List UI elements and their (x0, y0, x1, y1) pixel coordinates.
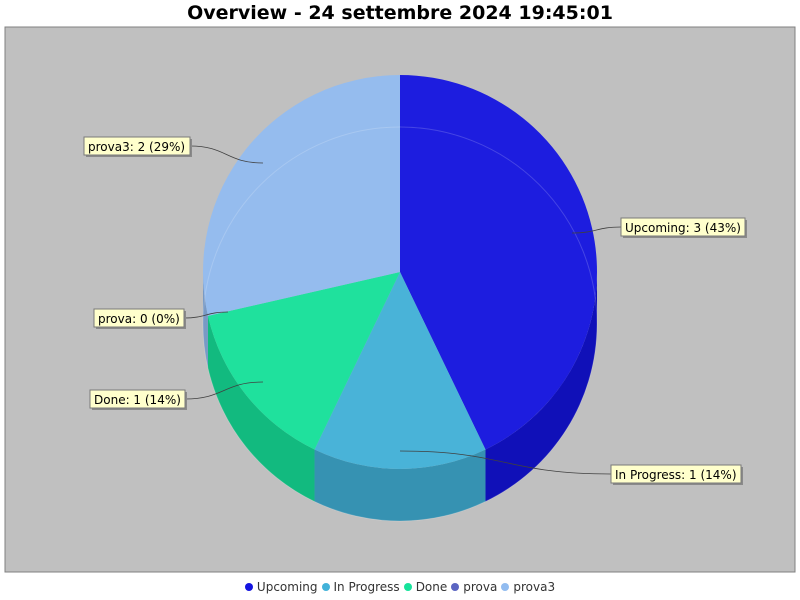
slice-label-box-upcoming (620, 217, 746, 237)
legend-swatch-upcoming (244, 583, 253, 591)
slice-label-text-prova: prova: 0 (0%) (98, 312, 180, 326)
legend-swatch-prova (451, 583, 460, 591)
slice-label-text-upcoming: Upcoming: 3 (43%) (625, 221, 741, 235)
slice-labels-group: Upcoming: 3 (43%) In Progress: 1 (14%) Don… (83, 136, 747, 485)
slice-label-box-prova3 (83, 136, 191, 156)
legend-item-prova3: prova3 (501, 580, 555, 594)
pie-slice-prova3 (203, 75, 400, 316)
pie-side-prova3 (203, 272, 208, 368)
slice-label-prova: prova: 0 (0%) (93, 308, 186, 329)
pie-side-in-progress (314, 449, 486, 521)
legend-item-in-progress: In Progress (321, 580, 400, 594)
pie-slice-upcoming (400, 75, 598, 450)
legend: Upcoming In Progress Done prova prova3 (0, 580, 800, 594)
slice-label-text-in-progress: In Progress: 1 (14%) (615, 468, 737, 482)
legend-swatch-done (403, 583, 412, 591)
pie-side-group (203, 272, 597, 521)
pie-side-upcoming (485, 272, 597, 502)
slice-label-text-prova3: prova3: 2 (29%) (88, 140, 185, 154)
legend-label-prova3: prova3 (513, 580, 556, 594)
legend-item-prova: prova (451, 580, 497, 594)
slice-label-done: Done: 1 (14%) (89, 389, 187, 410)
slice-leader-line-prova3 (189, 145, 264, 164)
legend-item-upcoming: Upcoming (244, 580, 318, 594)
legend-swatch-prova3 (501, 583, 510, 591)
legend-swatch-in-progress (321, 583, 330, 591)
legend-item-done: Done (403, 580, 448, 594)
slice-label-text-done: Done: 1 (14%) (94, 393, 181, 407)
slice-leader-line-done (184, 381, 264, 400)
pie-chart: Upcoming: 3 (43%) In Progress: 1 (14%) Don… (4, 26, 796, 573)
pie-slice-in-progress (314, 272, 486, 469)
slice-label-prova3: prova3: 2 (29%) (83, 136, 192, 157)
slice-leader-line-upcoming (571, 226, 622, 234)
chart-title: Overview - 24 settembre 2024 19:45:01 (187, 2, 613, 24)
pie-top-group (202, 75, 598, 522)
slice-label-box-done (89, 389, 186, 409)
legend-label-upcoming: Upcoming (256, 580, 318, 594)
pie-slice-done (207, 272, 400, 450)
pie-side-done (207, 315, 315, 502)
legend-label-in-progress: In Progress (333, 580, 400, 594)
slice-label-box-prova (93, 308, 185, 328)
pie-depth-outline (202, 126, 598, 522)
slice-label-box-in-progress (610, 464, 742, 484)
slice-leader-line-in-progress (399, 450, 612, 475)
slice-label-upcoming: Upcoming: 3 (43%) (620, 217, 747, 238)
slice-leader-line-prova (183, 311, 229, 319)
legend-label-done: Done (415, 580, 448, 594)
legend-label-prova: prova (463, 580, 498, 594)
slice-label-in-progress: In Progress: 1 (14%) (610, 464, 743, 485)
